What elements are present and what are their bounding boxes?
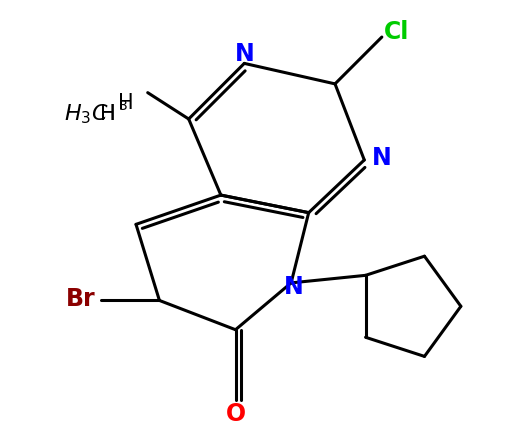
Text: H: H	[100, 104, 116, 124]
Text: O: O	[225, 401, 246, 425]
Text: $H_3C$: $H_3C$	[64, 102, 109, 126]
Text: N: N	[284, 274, 304, 298]
Text: H: H	[100, 104, 116, 124]
Text: H: H	[118, 93, 134, 113]
Text: Cl: Cl	[384, 20, 409, 44]
Text: Br: Br	[66, 286, 95, 310]
Text: N: N	[234, 42, 254, 66]
Text: 3: 3	[118, 99, 127, 113]
Text: N: N	[372, 146, 392, 170]
